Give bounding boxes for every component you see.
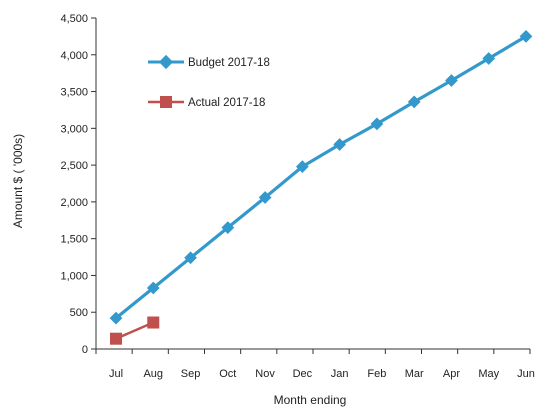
data-point-budget bbox=[370, 117, 384, 131]
data-point-budget bbox=[482, 52, 496, 65]
x-tick-label: Jul bbox=[109, 368, 123, 380]
y-tick-label: 2,500 bbox=[60, 160, 88, 172]
data-point-actual bbox=[110, 332, 122, 345]
data-point-budget bbox=[295, 160, 309, 173]
data-point-budget bbox=[184, 251, 197, 265]
legend: Budget 2017-18 Actual 2017-18 bbox=[148, 54, 270, 109]
legend-actual-marker bbox=[160, 96, 172, 108]
legend-budget-label: Budget 2017-18 bbox=[188, 57, 270, 69]
legend-item-actual: Actual 2017-18 bbox=[148, 96, 265, 109]
x-tick-label: Feb bbox=[367, 368, 386, 380]
x-tick-label: Nov bbox=[255, 368, 275, 380]
x-axis-title: Month ending bbox=[274, 393, 347, 407]
series-layer bbox=[109, 30, 533, 345]
x-tick-label: Apr bbox=[443, 368, 460, 380]
x-tick-label: Jun bbox=[517, 368, 535, 380]
x-tick-label: Aug bbox=[143, 368, 163, 380]
y-tick-label: 1,000 bbox=[60, 270, 88, 282]
data-point-budget bbox=[445, 74, 458, 87]
data-point-budget bbox=[258, 191, 272, 204]
series-line-0 bbox=[114, 35, 527, 320]
y-tick-label: 4,500 bbox=[60, 13, 88, 25]
data-point-actual bbox=[147, 316, 160, 329]
y-axis: 0 500 1,000 1,500 2,000 2,500 3,000 3,500 4,000 4… bbox=[60, 13, 97, 356]
legend-budget-marker bbox=[158, 54, 174, 70]
y-tick-label: 3,000 bbox=[60, 123, 88, 135]
series-line-1 bbox=[115, 321, 154, 340]
y-tick-label: 500 bbox=[70, 307, 88, 319]
x-tick-label: Mar bbox=[405, 368, 424, 380]
legend-item-budget: Budget 2017-18 bbox=[148, 54, 270, 70]
data-point-budget bbox=[407, 95, 421, 109]
x-tick-label: Oct bbox=[219, 368, 236, 380]
legend-actual-label: Actual 2017-18 bbox=[188, 97, 265, 109]
y-tick-label: 3,500 bbox=[60, 87, 88, 99]
y-tick-label: 0 bbox=[82, 344, 88, 356]
data-point-budget bbox=[333, 138, 347, 151]
data-point-budget bbox=[221, 221, 235, 234]
y-tick-label: 1,500 bbox=[60, 234, 88, 246]
y-axis-title: Amount $ ( '000s) bbox=[11, 134, 25, 228]
x-tick-label: May bbox=[478, 368, 499, 380]
y-tick-label: 2,000 bbox=[60, 197, 88, 209]
x-tick-label: Dec bbox=[293, 368, 313, 380]
y-tick-label: 4,000 bbox=[60, 50, 88, 62]
data-point-budget bbox=[109, 311, 123, 325]
data-point-budget bbox=[146, 281, 160, 295]
x-axis: Jul Aug Sep Oct Nov Dec Jan Feb Mar Apr May Jun bbox=[95, 348, 535, 380]
x-tick-label: Sep bbox=[181, 368, 201, 380]
x-tick-label: Jan bbox=[331, 368, 349, 380]
